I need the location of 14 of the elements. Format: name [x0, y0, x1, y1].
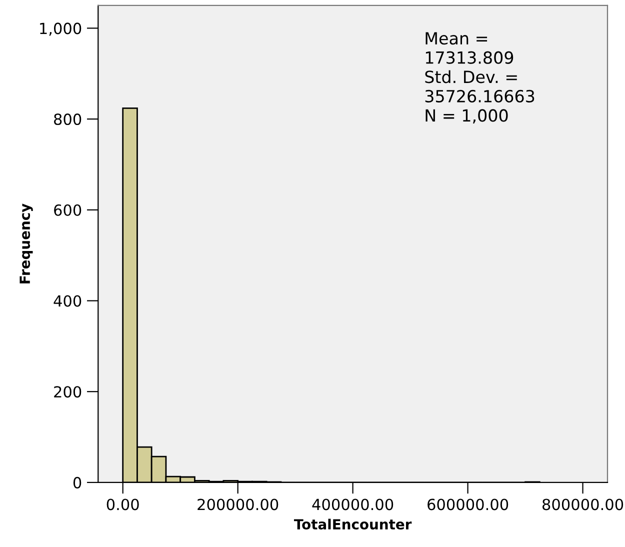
- y-tick-label: 400: [54, 295, 82, 307]
- y-tick-label: 800: [54, 114, 82, 126]
- x-axis-title: TotalEncounter: [294, 518, 412, 530]
- y-tick-label: 0: [73, 476, 82, 488]
- y-tick-label: 200: [54, 386, 82, 398]
- annotation: Mean = 17313.809 Std. Dev. = 35726.16663 N = 1,000: [425, 32, 534, 124]
- y-tick-label: 600: [54, 204, 82, 216]
- x-tick-label: 800000.00: [542, 498, 624, 510]
- x-tick-label: 400000.00: [312, 498, 394, 510]
- x-tick-label: 0.00: [106, 498, 139, 510]
- y-axis-title: Frequency: [20, 204, 33, 284]
- x-tick-label: 600000.00: [428, 498, 508, 510]
- x-tick-label: 200000.00: [198, 498, 278, 510]
- y-tick-label: 1,000: [40, 22, 82, 36]
